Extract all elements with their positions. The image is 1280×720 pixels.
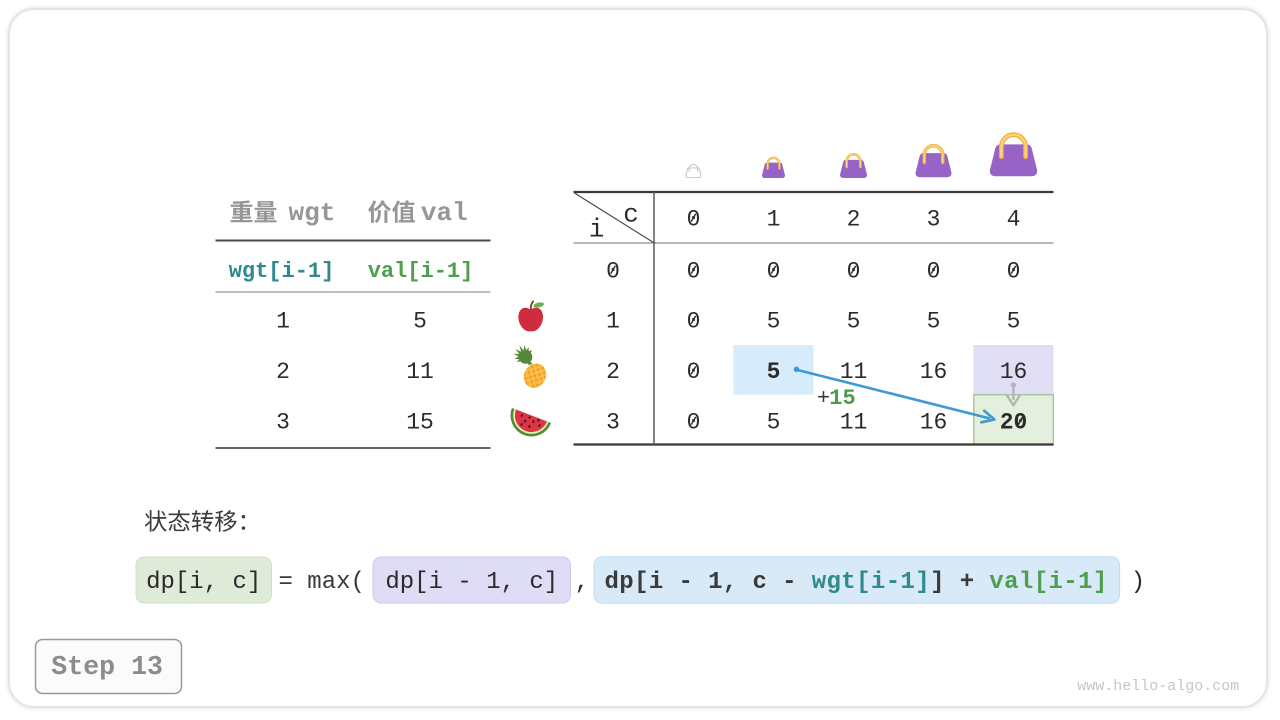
svg-text:16: 16 [1000, 359, 1028, 385]
svg-text:0: 0 [687, 359, 701, 385]
svg-text:0: 0 [687, 259, 701, 285]
svg-text:0: 0 [606, 259, 620, 285]
svg-text:15: 15 [829, 386, 855, 411]
svg-text:= max(: = max( [279, 569, 365, 596]
svg-text:0: 0 [687, 207, 701, 233]
svg-text:dp[i - 1, c -: dp[i - 1, c - [605, 569, 812, 596]
svg-text:val: val [421, 198, 468, 228]
svg-text:www.hello-algo.com: www.hello-algo.com [1077, 678, 1239, 695]
svg-text:11: 11 [840, 410, 868, 436]
svg-text:5: 5 [847, 309, 861, 335]
svg-text:4: 4 [1007, 207, 1021, 233]
svg-text:wgt[i-1]: wgt[i-1] [812, 569, 930, 596]
svg-text:2: 2 [606, 359, 620, 385]
svg-text:): ) [1131, 569, 1145, 596]
svg-text:20: 20 [1000, 410, 1028, 436]
svg-text:1: 1 [276, 309, 290, 335]
svg-text:5: 5 [767, 359, 781, 385]
svg-text:dp[i, c]: dp[i, c] [146, 569, 261, 596]
svg-text:Step 13: Step 13 [51, 652, 163, 682]
svg-text:3: 3 [276, 410, 290, 436]
svg-text:3: 3 [606, 410, 620, 436]
svg-text:1: 1 [606, 309, 620, 335]
svg-text:0: 0 [687, 410, 701, 436]
svg-text:wgt[i-1]: wgt[i-1] [229, 259, 335, 284]
svg-text:val[i-1]: val[i-1] [989, 569, 1107, 596]
svg-text:i: i [589, 215, 605, 245]
svg-text:0: 0 [767, 259, 781, 285]
svg-text:+: + [817, 386, 830, 411]
svg-text:5: 5 [767, 410, 781, 436]
svg-text:15: 15 [406, 410, 434, 436]
svg-text:0: 0 [687, 309, 701, 335]
svg-text:5: 5 [767, 309, 781, 335]
svg-text:0: 0 [1007, 259, 1021, 285]
svg-text:16: 16 [920, 359, 948, 385]
svg-text:c: c [623, 200, 639, 230]
svg-text:wgt: wgt [289, 198, 336, 228]
svg-text:2: 2 [847, 207, 861, 233]
svg-text:] +: ] + [930, 569, 989, 596]
svg-text:5: 5 [927, 309, 941, 335]
svg-text:11: 11 [406, 359, 434, 385]
svg-text:5: 5 [1007, 309, 1021, 335]
svg-text:dp[i - 1, c]: dp[i - 1, c] [385, 569, 558, 596]
svg-text:,: , [575, 569, 589, 596]
svg-text:0: 0 [927, 259, 941, 285]
svg-text:2: 2 [276, 359, 290, 385]
svg-text:16: 16 [920, 410, 948, 436]
svg-text:1: 1 [767, 207, 781, 233]
svg-text:5: 5 [413, 309, 427, 335]
svg-text:3: 3 [927, 207, 941, 233]
svg-text:0: 0 [847, 259, 861, 285]
svg-text:val[i-1]: val[i-1] [368, 259, 474, 284]
